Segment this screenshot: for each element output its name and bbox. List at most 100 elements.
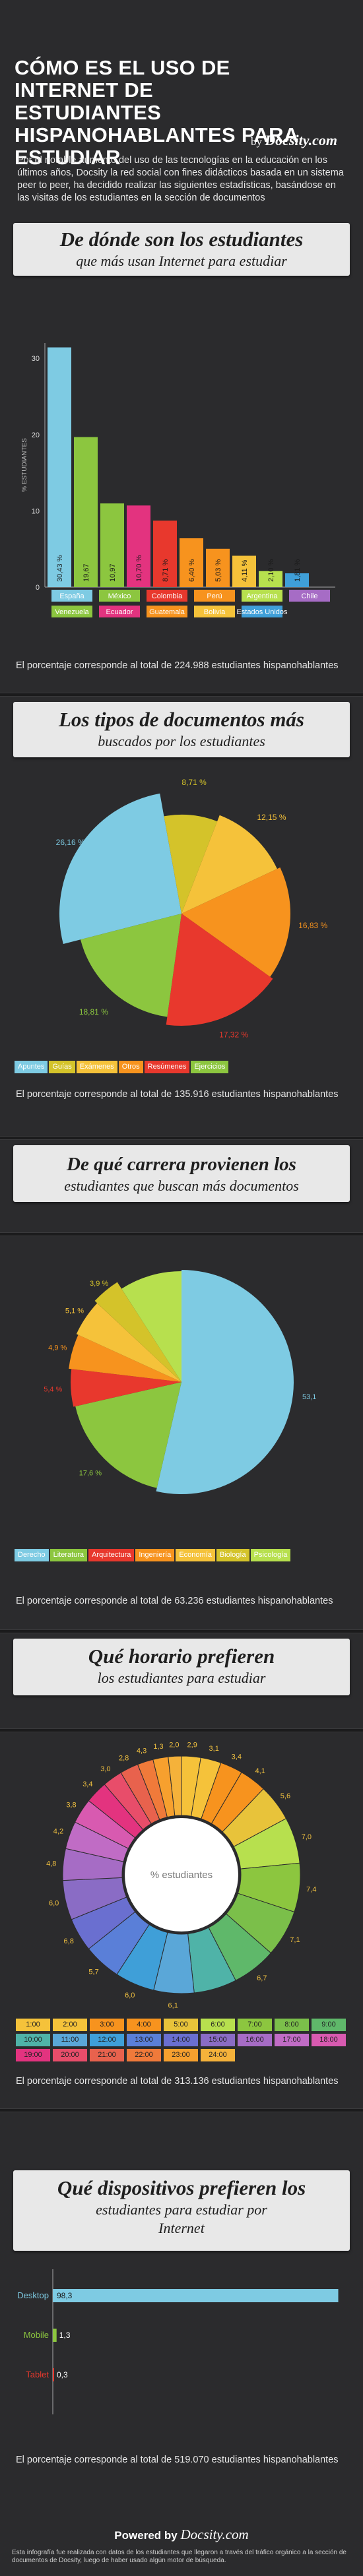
slice-value-label: 7,0 xyxy=(302,1833,312,1841)
y-tick-label: 20 xyxy=(32,431,40,439)
slice-value-label: 3,4 xyxy=(82,1780,92,1788)
hour-legend-item: 20:00 xyxy=(53,2049,87,2061)
bar-value-label: 19,67 xyxy=(82,563,90,582)
slice-value-label: 3,0 xyxy=(100,1765,110,1773)
page-title: Cómo es el uso de internet de estudiante… xyxy=(15,56,298,169)
device-label: Tablet xyxy=(26,2370,49,2379)
device-label: Mobile xyxy=(24,2330,49,2340)
pie-slice xyxy=(156,1270,294,1494)
bar xyxy=(53,2329,57,2342)
donut-center xyxy=(125,1818,238,1932)
hour-legend-item: 22:00 xyxy=(127,2049,161,2061)
category-tag xyxy=(242,590,282,602)
hour-legend-item: 14:00 xyxy=(164,2034,198,2046)
divider xyxy=(0,2108,363,2112)
footnote: Esta infografía fue realizada con datos … xyxy=(12,2549,346,2564)
footer-brand-logo[interactable]: Docsity.com xyxy=(180,2527,249,2542)
brand-logo[interactable]: Docsity.com xyxy=(265,132,338,148)
bar-value-label: 8,71 % xyxy=(162,559,170,582)
slice-value-label: 6,7 xyxy=(257,1974,267,1982)
hour-legend-item: 3:00 xyxy=(90,2019,124,2031)
section2-footer: El porcentaje corresponde al total de 13… xyxy=(16,1089,339,1100)
divider xyxy=(0,693,363,697)
slice-value-label: 6,8 xyxy=(64,1937,74,1945)
category-tag xyxy=(147,606,187,617)
powered-by: Powered by Docsity.com xyxy=(0,2527,363,2543)
hour-legend-item: 4:00 xyxy=(127,2019,161,2031)
bar-value-label: 30,43 % xyxy=(56,555,64,582)
section4-banner: Qué horario prefieren los estudiantes pa… xyxy=(13,1639,350,1695)
bar xyxy=(53,2289,339,2302)
bar-value-label: 5,03 % xyxy=(214,559,222,582)
x-category-label: Bolivia xyxy=(204,608,226,616)
slice-value-label: 3,4 xyxy=(232,1753,242,1761)
category-tag xyxy=(147,590,187,602)
pie-slice xyxy=(182,815,277,914)
legend-item: Guías xyxy=(49,1061,75,1073)
section1-footer: El porcentaje corresponde al total de 22… xyxy=(16,660,339,671)
slice-value-label: 4,8 xyxy=(46,1860,56,1868)
slice-value-label: 1,3 xyxy=(153,1743,163,1751)
hour-legend-item: 1:00 xyxy=(16,2019,50,2031)
slice-value-label: 3,9 % xyxy=(90,1280,108,1288)
section3-legend: Derecho Literatura Arquitectura Ingeniería E… xyxy=(15,1549,348,1561)
legend-item: Economía xyxy=(176,1549,215,1561)
bar-value-label: 98,3 xyxy=(57,2291,73,2300)
slice-value-label: 3,8 xyxy=(66,1802,76,1809)
hour-legend-item: 12:00 xyxy=(90,2034,124,2046)
y-axis-label: % ESTUDIANTES xyxy=(21,438,28,492)
bar xyxy=(48,347,71,587)
y-tick-label: 10 xyxy=(32,507,40,515)
bar xyxy=(285,573,309,587)
section3-title: De qué carrera provienen los xyxy=(67,1154,296,1175)
legend-item: Derecho xyxy=(15,1549,49,1561)
country-bar-chart: 0 10 20 30 % ESTUDIANTES 30,43 % 19,67 10,97 10,… xyxy=(21,343,335,617)
pie-slice xyxy=(59,793,182,945)
slice-value-label: 2,0 xyxy=(169,1741,179,1749)
slice-value-label: 4,2 xyxy=(53,1828,63,1836)
hour-legend-item: 17:00 xyxy=(275,2034,309,2046)
section2-title: Los tipos de documentos más xyxy=(58,708,304,731)
hour-legend-item: 19:00 xyxy=(16,2049,50,2061)
section5-subtitle: estudiantes para estudiar por xyxy=(96,2201,267,2218)
pie-slice xyxy=(80,914,182,1017)
category-tag xyxy=(99,606,140,617)
x-category-label: Colombia xyxy=(152,592,183,600)
slice-value-label: 6,0 xyxy=(125,1992,135,1999)
hour-legend-item: 23:00 xyxy=(164,2049,198,2061)
byline: by Docsity.com xyxy=(251,132,337,149)
x-category-label: España xyxy=(59,592,84,600)
hour-legend-item: 18:00 xyxy=(312,2034,346,2046)
slice-value-label: 2,9 xyxy=(187,1742,197,1749)
category-tag xyxy=(194,590,235,602)
x-category-label: Guatemala xyxy=(149,608,185,616)
slice-value-label: 6,0 xyxy=(49,1900,59,1908)
bar xyxy=(206,548,230,587)
bar xyxy=(153,520,177,587)
bar-value-label: 10,97 xyxy=(109,563,117,582)
pie-slice xyxy=(75,1382,182,1488)
pie-slice xyxy=(182,867,290,977)
pie-slice xyxy=(164,815,218,914)
section2-subtitle: buscados por los estudiantes xyxy=(98,733,265,749)
x-category-label: Chile xyxy=(301,592,317,600)
bar-value-label: 2,10 % xyxy=(267,559,275,582)
bar-value-label: 6,40 % xyxy=(188,559,196,582)
slice-value-label: 17,6 % xyxy=(79,1470,102,1478)
hour-donut: 2,9 3,1 3,4 4,1 5,6 7,0 7,4 7,1 6,7 6,1 6,0 5,7 6,8 6… xyxy=(46,1741,316,2009)
bar xyxy=(100,503,124,587)
pie-slice xyxy=(166,914,273,1026)
hour-legend-item: 15:00 xyxy=(201,2034,235,2046)
powered-by-text: Powered by xyxy=(114,2529,178,2542)
pie-slice xyxy=(94,1282,182,1382)
section2-legend: Apuntes Guías Exámenes Otros Resúmenes Ejerci… xyxy=(15,1061,348,1073)
slice-value-label: 4,1 xyxy=(255,1767,265,1775)
bar xyxy=(127,505,150,587)
hour-legend-item: 11:00 xyxy=(53,2034,87,2046)
hour-legend-item: 16:00 xyxy=(238,2034,272,2046)
bar-value-label: 4,11 % xyxy=(241,559,249,582)
divider xyxy=(0,1629,363,1633)
divider xyxy=(0,1728,363,1732)
legend-item: Otros xyxy=(118,1061,143,1073)
device-bar-chart: Desktop 98,3 Mobile 1,3 Tablet 0,3 xyxy=(17,2269,339,2414)
